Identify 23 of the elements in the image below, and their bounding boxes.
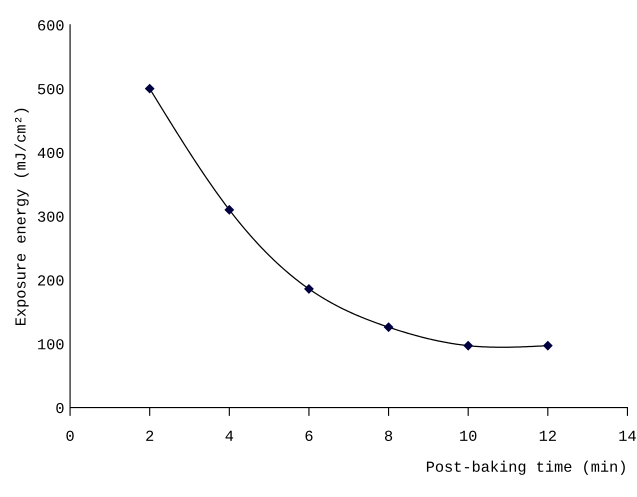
x-tick-label: 6 (305, 430, 313, 441)
x-tick-label: 10 (460, 430, 476, 441)
point (384, 322, 394, 332)
y-tick-label: 200 (38, 275, 64, 286)
point (543, 341, 552, 350)
x-tick-label: 0 (66, 430, 74, 441)
y-tick-label: 300 (38, 212, 64, 222)
x-tick-label: 2 (146, 430, 154, 441)
x-tick-label: 14 (619, 430, 636, 441)
y-tick-label: 400 (38, 148, 64, 158)
point (464, 341, 473, 350)
point (304, 284, 314, 294)
y-axis-title: Exposure energy (mJ/cm²) (14, 108, 29, 326)
y-tick-label: 500 (38, 84, 64, 94)
point (145, 84, 154, 94)
point (224, 205, 234, 214)
x-tick-label: 8 (384, 430, 392, 441)
y-tick-label: 100 (38, 339, 64, 350)
x-axis-title: Post-baking time (min) (426, 460, 625, 475)
x-tick-label: 4 (226, 430, 234, 441)
y-tick-label: 600 (38, 20, 64, 31)
y-tick-label: 0 (56, 402, 64, 414)
x-tick-label: 12 (540, 430, 556, 441)
